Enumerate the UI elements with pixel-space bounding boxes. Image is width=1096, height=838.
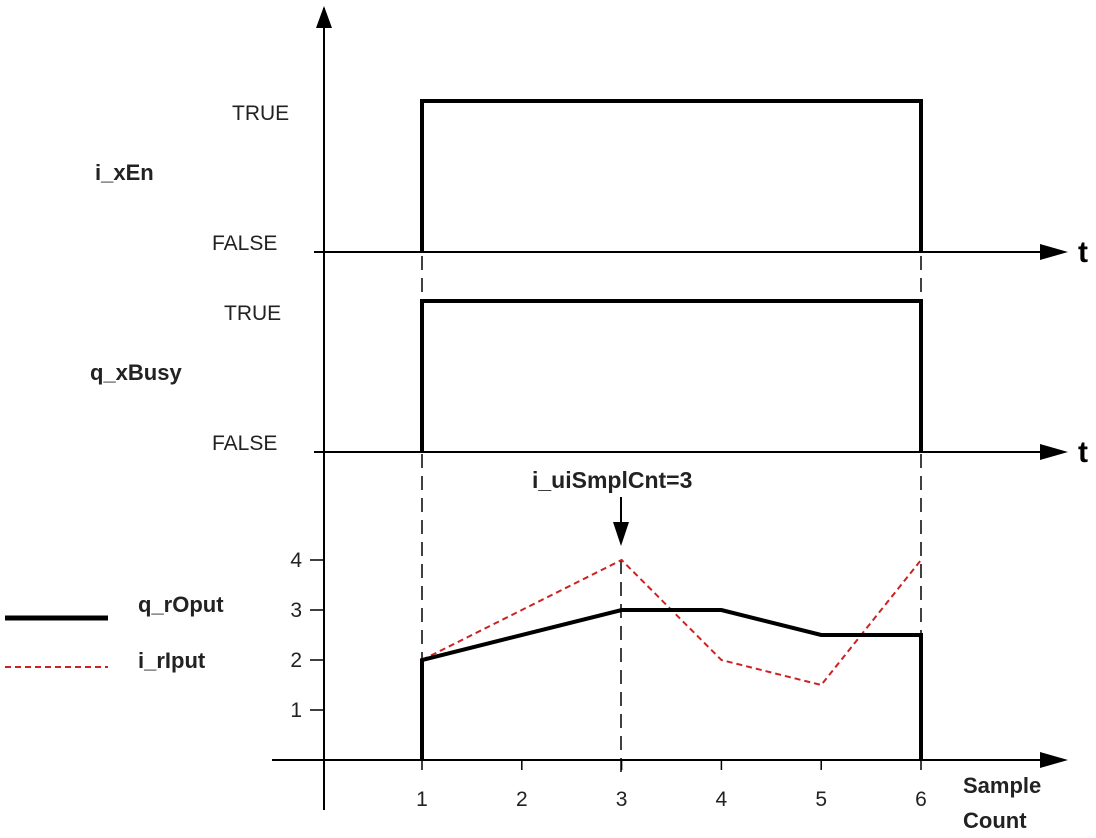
x-tick-label: 4 [716, 788, 728, 811]
y-tick-label: 2 [290, 649, 302, 672]
y-tick-label: 3 [290, 599, 302, 622]
x-tick-label: 1 [416, 788, 428, 811]
annotation-arrow-icon [613, 522, 629, 546]
busy-time-label: t [1078, 436, 1088, 469]
busy-time-axis-arrow [1040, 444, 1068, 460]
x-axis-label-line1: Sample [963, 773, 1041, 798]
x-tick-label: 6 [915, 788, 927, 811]
y-tick-label: 1 [290, 699, 302, 722]
busy-waveform [420, 299, 923, 452]
en-time-label: t [1078, 236, 1088, 269]
legend-label-input: i_rIput [138, 648, 206, 673]
series-line-output [420, 608, 923, 760]
series-layer [420, 558, 923, 760]
en-waveform [420, 99, 923, 252]
x-tick-label: 5 [815, 788, 827, 811]
busy-false-label: FALSE [212, 432, 277, 455]
x-axis-arrow [1040, 752, 1068, 768]
en-true-label: TRUE [232, 102, 289, 125]
y-axis-ticks: 1 2 3 4 [290, 549, 324, 722]
y-tick-label: 4 [290, 549, 302, 572]
en-signal-name: i_xEn [95, 160, 154, 185]
legend-label-output: q_rOput [138, 592, 224, 617]
x-tick-label: 2 [516, 788, 528, 811]
x-tick-label: 3 [616, 788, 628, 811]
x-axis-label-line2: Count [963, 808, 1027, 833]
busy-true-label: TRUE [224, 302, 281, 325]
en-time-axis-arrow [1040, 244, 1068, 260]
en-false-label: FALSE [212, 232, 277, 255]
x-axis-ticks: 1 2 3 4 5 6 [416, 760, 927, 811]
series-line-input [421, 558, 922, 687]
busy-signal-name: q_xBusy [90, 360, 182, 385]
vertical-axis-arrow [316, 6, 332, 28]
sample-count-annotation: i_uiSmplCnt=3 [532, 467, 692, 493]
